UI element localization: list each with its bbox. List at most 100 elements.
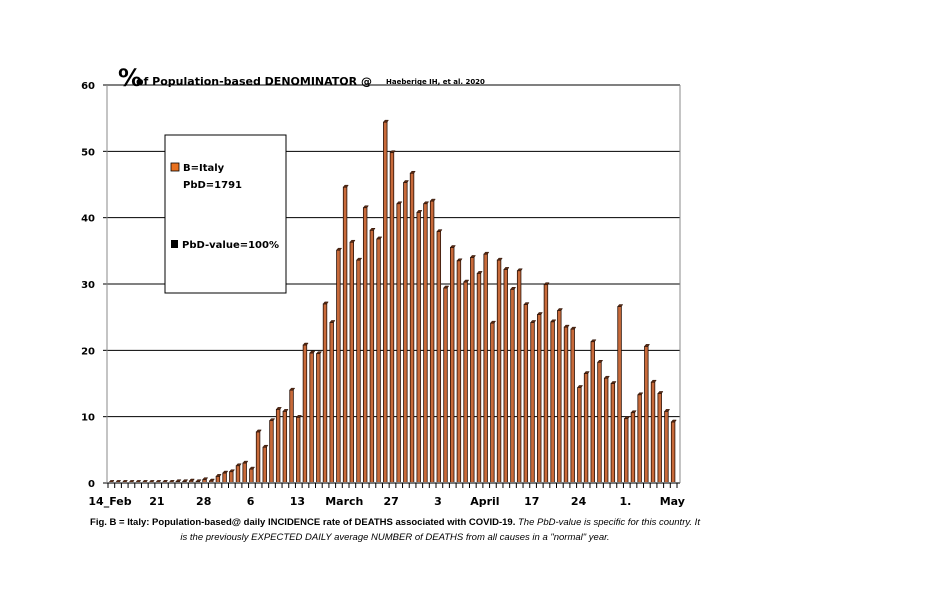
title-percent-symbol: % bbox=[118, 64, 142, 92]
bar-face bbox=[262, 446, 267, 484]
bar bbox=[536, 312, 543, 484]
bar bbox=[416, 210, 423, 484]
bar bbox=[657, 391, 664, 484]
legend: B=Italy PbD=1791 PbD-value=100% bbox=[164, 134, 287, 294]
bar-face bbox=[383, 121, 388, 484]
bar bbox=[590, 339, 597, 484]
bar bbox=[262, 444, 269, 484]
bar-face bbox=[563, 326, 569, 484]
bar-face bbox=[429, 200, 435, 484]
x-tick-label: 24 bbox=[571, 495, 587, 508]
bar bbox=[496, 257, 503, 484]
bar-top bbox=[235, 463, 242, 467]
bar bbox=[389, 150, 396, 484]
bar-top bbox=[644, 344, 651, 347]
bar bbox=[322, 301, 329, 484]
bar-face bbox=[550, 321, 555, 484]
bar bbox=[228, 469, 235, 484]
bar-top bbox=[215, 474, 222, 477]
caption-italic: The PbD-value is specific for this count… bbox=[180, 517, 700, 543]
bar-top bbox=[590, 339, 597, 342]
bar bbox=[603, 375, 610, 484]
bar-top bbox=[429, 198, 436, 202]
bar-face bbox=[670, 421, 676, 484]
bar-top bbox=[228, 469, 235, 472]
bar-top bbox=[436, 229, 443, 232]
bar-top bbox=[523, 302, 530, 305]
legend-swatch-italy bbox=[170, 162, 180, 172]
x-tick-label: March bbox=[325, 495, 363, 508]
bar-top bbox=[275, 407, 282, 410]
bar-face bbox=[557, 310, 562, 484]
bar-top bbox=[503, 267, 510, 270]
bar-top bbox=[322, 301, 329, 305]
bar-face bbox=[516, 270, 522, 484]
bar-face bbox=[503, 269, 508, 484]
bar-face bbox=[583, 373, 589, 484]
bar bbox=[242, 460, 249, 484]
y-tick-label: 10 bbox=[81, 413, 95, 424]
chart-title: of Population-based DENOMINATOR @ bbox=[136, 75, 372, 88]
x-tick-label: 27 bbox=[383, 495, 398, 508]
bar bbox=[249, 466, 256, 484]
bar bbox=[403, 180, 410, 484]
bar bbox=[617, 304, 624, 484]
bar bbox=[483, 251, 490, 484]
legend-sublabel-pbd: PbD=1791 bbox=[183, 180, 242, 191]
bar-top bbox=[469, 255, 476, 258]
bar-face bbox=[222, 472, 227, 484]
bar-top bbox=[657, 391, 664, 394]
bar-top bbox=[342, 184, 349, 188]
bar bbox=[316, 351, 322, 484]
bar-face bbox=[235, 465, 241, 484]
bar bbox=[235, 463, 242, 484]
bar-face bbox=[523, 304, 529, 484]
bar bbox=[356, 257, 363, 484]
bar-face bbox=[543, 284, 549, 484]
bar-top bbox=[456, 258, 463, 262]
bar-top bbox=[269, 418, 276, 421]
bar bbox=[423, 201, 430, 484]
bar-face bbox=[269, 420, 274, 484]
bar-top bbox=[449, 245, 456, 248]
bar-top bbox=[650, 379, 657, 383]
bar-face bbox=[510, 288, 515, 484]
bar-top bbox=[309, 350, 316, 354]
bar bbox=[329, 320, 336, 484]
bar-face bbox=[463, 281, 468, 484]
y-tick-label: 60 bbox=[81, 81, 95, 92]
bar-top bbox=[369, 228, 376, 231]
x-tick-label: 17 bbox=[524, 495, 539, 508]
bar-top bbox=[382, 119, 389, 123]
bar-top bbox=[409, 170, 416, 174]
bar bbox=[362, 205, 369, 484]
bar bbox=[530, 320, 537, 484]
bar-face bbox=[449, 247, 455, 484]
bar-top bbox=[463, 279, 470, 283]
bar-face bbox=[302, 344, 308, 484]
bar-face bbox=[369, 229, 375, 484]
bar bbox=[289, 387, 296, 484]
bar-top bbox=[557, 308, 563, 311]
bar bbox=[516, 268, 523, 484]
bar bbox=[510, 287, 517, 484]
bar-top bbox=[570, 326, 577, 330]
bar bbox=[336, 247, 343, 484]
bar-face bbox=[229, 471, 234, 484]
bar-top bbox=[617, 304, 624, 307]
bar-face bbox=[490, 322, 495, 484]
bar-top bbox=[543, 282, 550, 285]
legend-label-pbd-value: PbD-value=100% bbox=[182, 240, 279, 251]
bar-top bbox=[516, 268, 523, 271]
bar-face bbox=[624, 418, 629, 484]
bar bbox=[456, 258, 463, 484]
bar bbox=[563, 324, 570, 484]
legend-swatch-pbd-value bbox=[171, 240, 178, 248]
bar-top bbox=[182, 479, 189, 482]
bar bbox=[376, 236, 383, 484]
bar bbox=[449, 245, 456, 484]
bar-top bbox=[583, 371, 590, 374]
bar-face bbox=[630, 412, 636, 484]
bar-top bbox=[208, 478, 215, 482]
bar-face bbox=[329, 322, 334, 484]
